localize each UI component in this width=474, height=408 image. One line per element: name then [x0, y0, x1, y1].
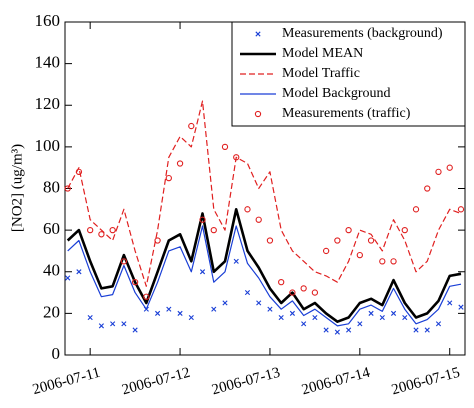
x-marker [402, 314, 408, 321]
series-line [67, 225, 462, 327]
x-marker [289, 310, 296, 316]
circle-marker [300, 285, 307, 292]
x-marker [267, 306, 273, 312]
circle-marker [210, 226, 217, 234]
circle-marker [278, 279, 285, 286]
x-marker [110, 321, 116, 327]
circle-marker [176, 160, 184, 167]
y-tick-label: 60 [43, 219, 60, 238]
x-marker [244, 289, 251, 296]
circle-marker [64, 185, 71, 192]
x-marker [188, 314, 194, 321]
x-tick-label: 2006-07-11 [31, 365, 102, 398]
circle-marker [457, 206, 465, 213]
circle-marker [188, 122, 195, 130]
circle-marker [266, 237, 274, 244]
circle-marker [390, 258, 397, 265]
x-marker [65, 275, 71, 281]
y-tick-label: 160 [35, 11, 61, 30]
circle-marker [446, 164, 453, 171]
circle-marker [401, 226, 408, 234]
x-tick-label: 2006-07-14 [300, 365, 372, 399]
circle-marker [424, 185, 431, 192]
y-tick-label: 80 [43, 177, 60, 196]
y-tick-label: 120 [35, 94, 61, 113]
x-marker [222, 300, 228, 306]
x-marker [143, 306, 149, 312]
circle-marker [87, 226, 94, 234]
y-tick-label: 100 [35, 136, 61, 155]
x-marker [379, 314, 385, 321]
series-line [66, 208, 462, 323]
circle-marker [254, 110, 262, 118]
x-marker [76, 269, 82, 275]
circle-marker [131, 279, 139, 286]
x-marker [458, 304, 464, 310]
x-marker [278, 314, 284, 321]
x-tick-label: 2006-07-12 [120, 365, 192, 399]
circle-marker [345, 226, 352, 234]
x-marker [368, 310, 374, 316]
circle-marker [165, 174, 172, 182]
circle-marker [120, 258, 128, 265]
circle-marker [221, 143, 229, 151]
x-tick-label: 2006-07-15 [390, 365, 462, 399]
x-marker [166, 306, 172, 312]
x-marker [323, 327, 329, 333]
circle-marker [75, 168, 83, 175]
x-marker [154, 310, 161, 316]
x-marker [312, 314, 318, 321]
circle-marker [356, 251, 363, 259]
x-marker [346, 327, 352, 333]
legend-label: Model Background [282, 86, 390, 101]
x-marker [177, 310, 183, 316]
circle-marker [143, 293, 150, 300]
y-tick-label: 40 [43, 261, 60, 280]
series-line [67, 100, 462, 287]
x-marker [233, 258, 239, 264]
legend-label: Measurements (traffic) [282, 106, 411, 121]
y-tick-label: 20 [43, 302, 60, 321]
x-marker [424, 327, 430, 333]
circle-marker [154, 237, 161, 244]
legend-label: Model Traffic [282, 66, 360, 81]
circle-marker [435, 168, 442, 175]
circle-marker [98, 231, 105, 238]
x-marker [301, 321, 307, 327]
x-marker [121, 321, 127, 327]
circle-marker [199, 216, 206, 223]
circle-marker [412, 206, 420, 213]
x-marker [87, 314, 93, 321]
y-tick-label: 140 [35, 53, 61, 72]
legend-label: Model MEAN [282, 46, 363, 61]
x-marker [334, 329, 340, 335]
circle-marker [311, 289, 319, 296]
circle-marker [289, 289, 296, 296]
y-axis-label: [NO2] (ug/m³) [9, 144, 25, 232]
circle-marker [379, 258, 386, 265]
x-marker [211, 306, 217, 312]
x-marker [255, 31, 261, 37]
x-marker [390, 310, 397, 316]
x-marker [199, 269, 206, 275]
circle-marker [334, 237, 341, 244]
x-marker [435, 321, 442, 327]
circle-marker [244, 206, 251, 213]
circle-marker [109, 226, 116, 234]
circle-marker [233, 154, 240, 161]
x-marker [447, 300, 453, 306]
circle-marker [367, 237, 375, 244]
y-tick-label: 0 [52, 344, 61, 363]
x-marker [357, 321, 363, 327]
x-marker [256, 300, 262, 306]
circle-marker [322, 247, 330, 255]
x-tick-label: 2006-07-13 [210, 365, 282, 399]
x-marker [98, 323, 104, 329]
circle-marker [255, 216, 262, 223]
legend-label: Measurements (background) [282, 26, 443, 41]
x-marker [413, 327, 419, 333]
x-marker [132, 327, 138, 333]
